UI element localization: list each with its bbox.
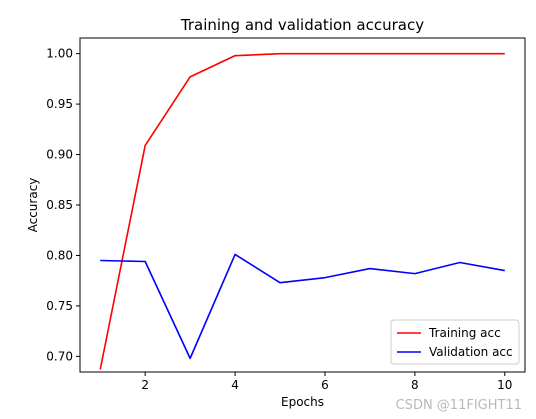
y-tick-label: 0.80 [46, 248, 73, 262]
x-tick-label: 10 [497, 378, 512, 392]
series-line-training-acc [99, 52, 505, 370]
x-tick-label: 4 [231, 378, 239, 392]
y-tick-label: 0.75 [46, 299, 73, 313]
series-lines [99, 52, 505, 370]
legend-label: Training acc [428, 326, 501, 340]
y-tick-label: 0.85 [46, 198, 73, 212]
y-tick-label: 0.95 [46, 97, 73, 111]
y-tick-label: 0.90 [46, 148, 73, 162]
series-line-validation-acc [100, 253, 505, 360]
x-axis-label: Epochs [281, 395, 324, 409]
x-tick-label: 8 [411, 378, 419, 392]
chart-title: Training and validation accuracy [180, 16, 424, 34]
legend-label: Validation acc [429, 345, 513, 359]
y-axis-ticks: 0.70 0.75 0.80 0.85 0.90 0.95 1.00 [46, 47, 80, 363]
watermark: CSDN @11FIGHT11 [395, 398, 522, 413]
x-tick-label: 2 [141, 378, 149, 392]
y-tick-label: 0.70 [46, 349, 73, 363]
x-axis-ticks: 2 4 6 8 10 [141, 372, 512, 392]
y-axis-label: Accuracy [26, 178, 40, 233]
y-tick-label: 1.00 [46, 47, 73, 61]
legend-box [390, 319, 520, 365]
x-tick-label: 6 [321, 378, 329, 392]
legend: Training acc Validation acc [390, 319, 520, 365]
